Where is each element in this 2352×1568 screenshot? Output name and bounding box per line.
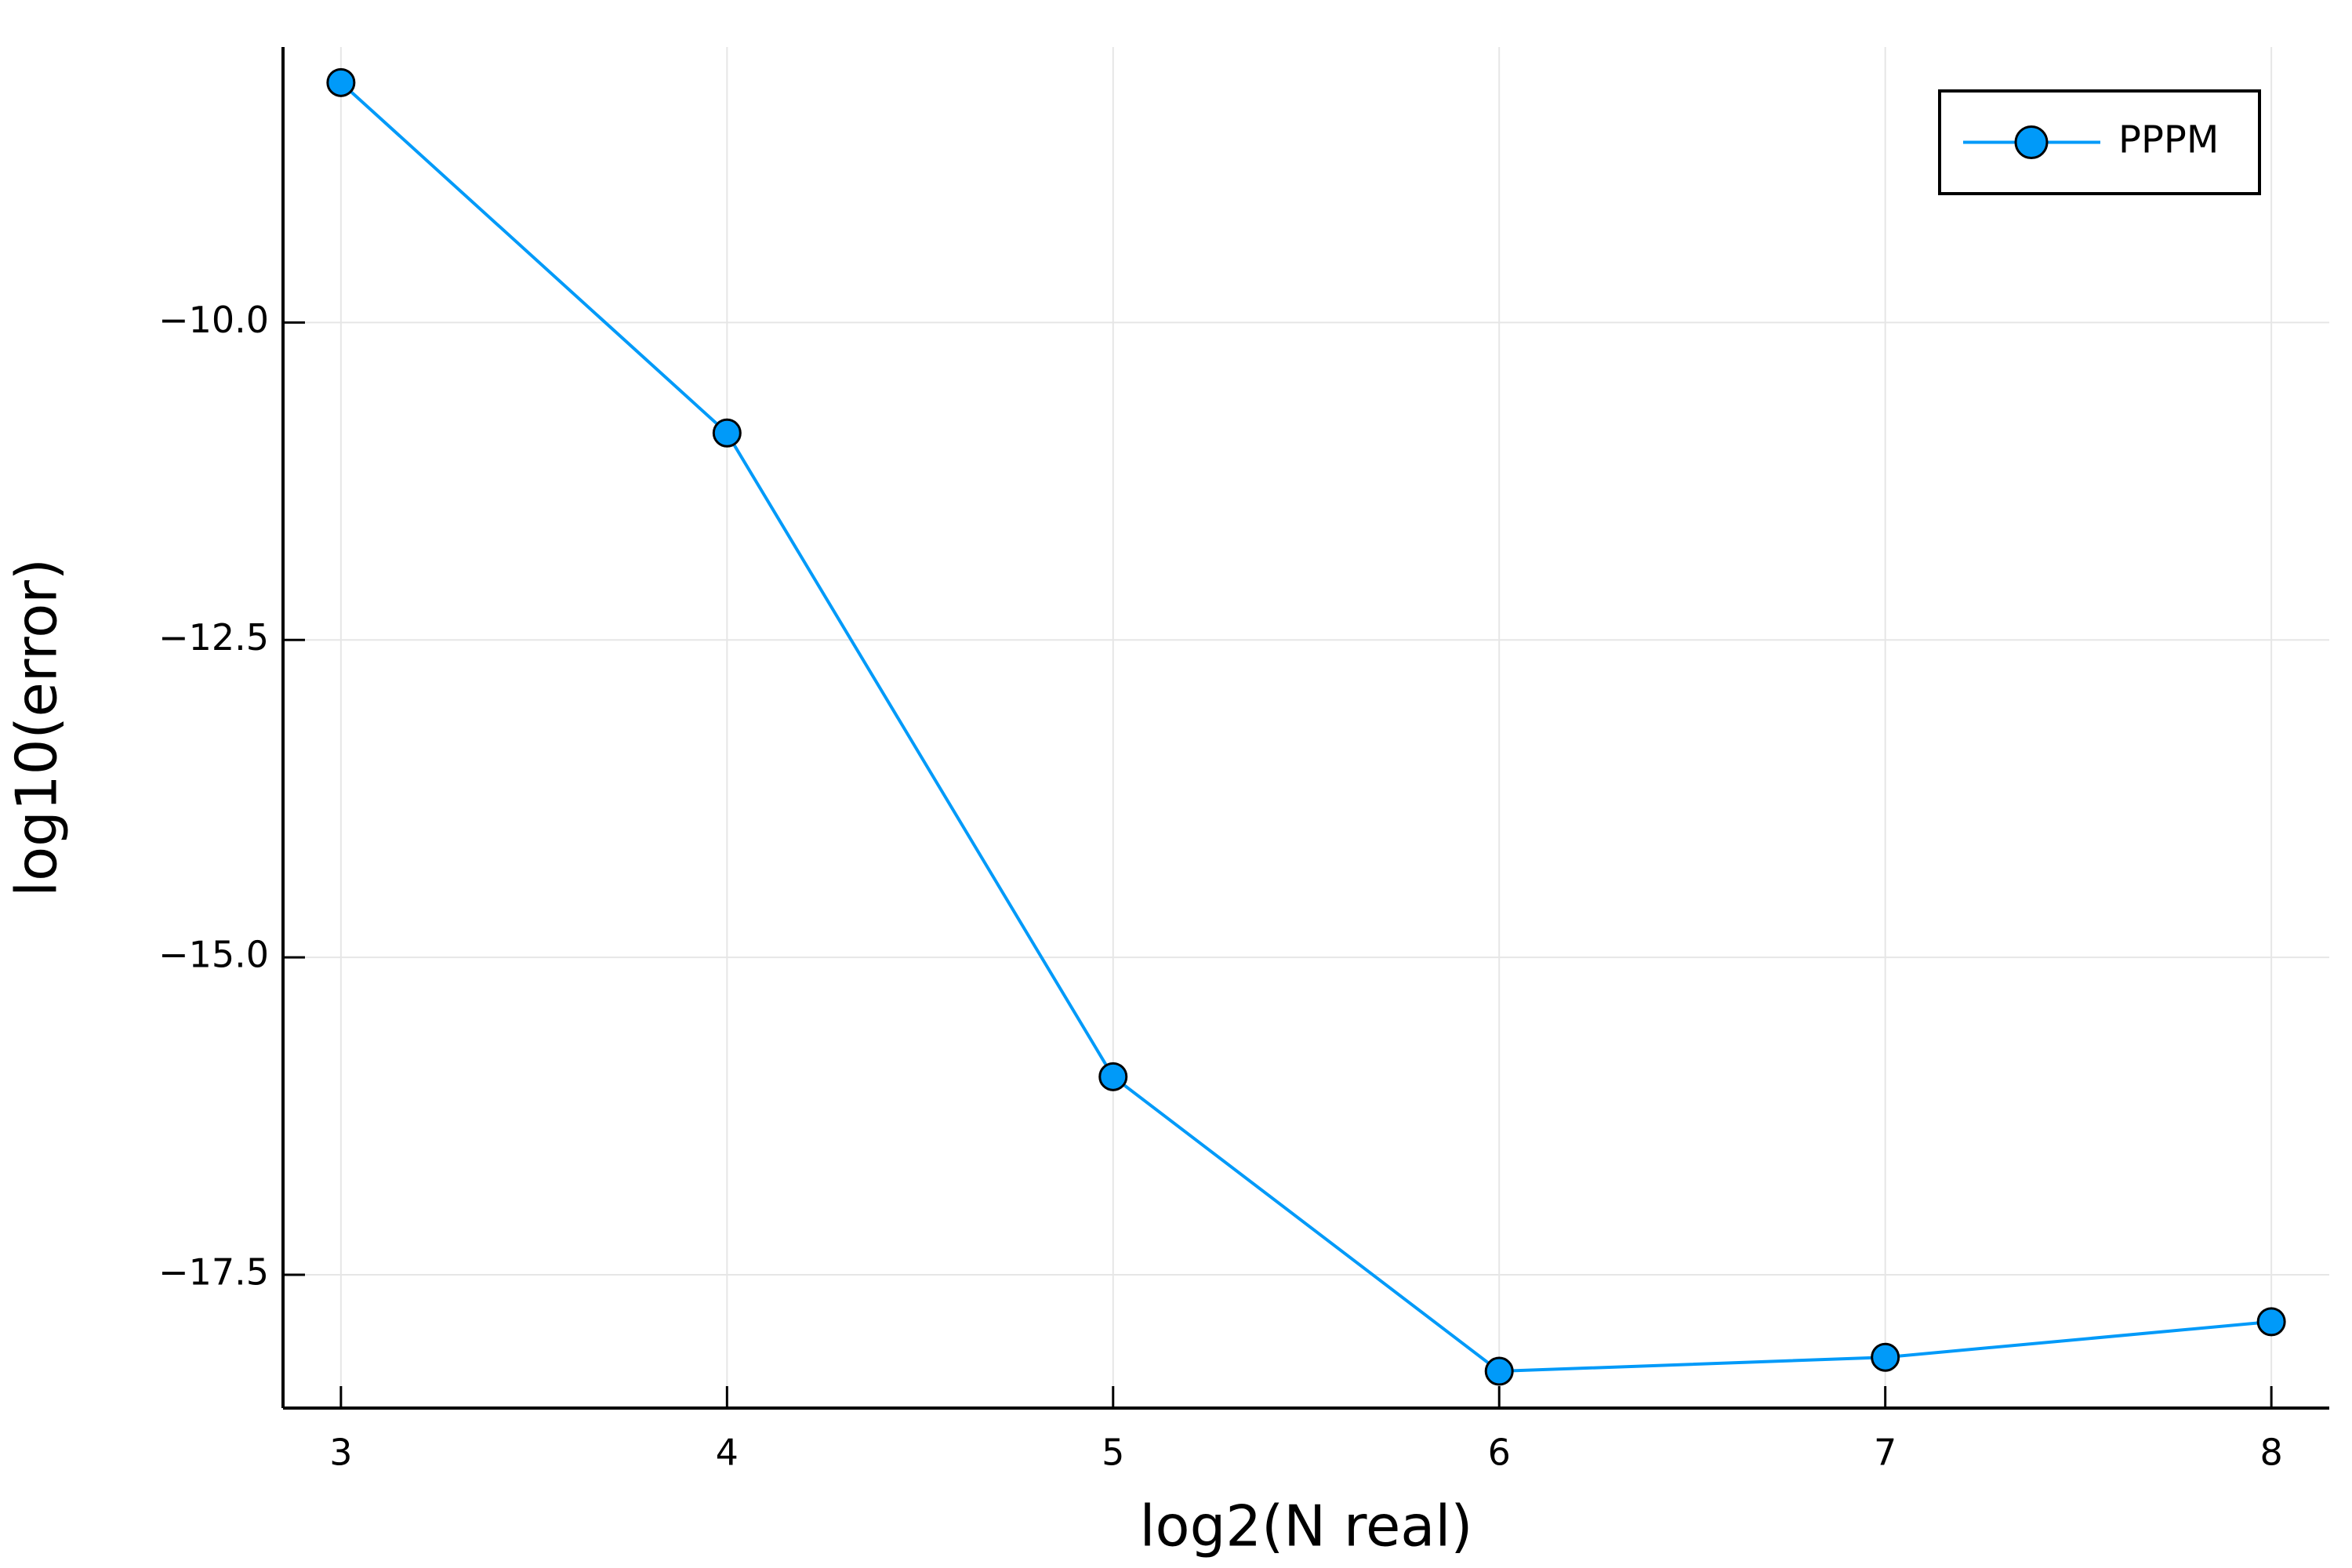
legend-marker [2014,125,2049,159]
marker [1484,1356,1514,1386]
marker [1871,1342,1900,1372]
x-tick-label: 6 [1488,1432,1511,1474]
x-tick-label: 4 [716,1432,739,1474]
y-tick-label: −12.5 [158,616,269,659]
y-axis-label: log10(error) [4,558,70,897]
marker [326,67,356,97]
line [339,81,2272,1374]
marker [1098,1062,1128,1091]
y-tick-label: −10.0 [158,299,269,341]
y-tick-label: −15.0 [158,934,269,976]
x-tick-label: 5 [1102,1432,1124,1474]
x-axis-label: log2(N real) [1140,1494,1473,1559]
marker [2256,1307,2286,1337]
marker [712,418,742,448]
legend-label: PPPM [2118,118,2219,162]
x-tick-label: 3 [329,1432,352,1474]
y-tick-label: −17.5 [158,1250,269,1293]
x-tick-label: 8 [2259,1432,2282,1474]
x-tick-label: 7 [1874,1432,1896,1474]
